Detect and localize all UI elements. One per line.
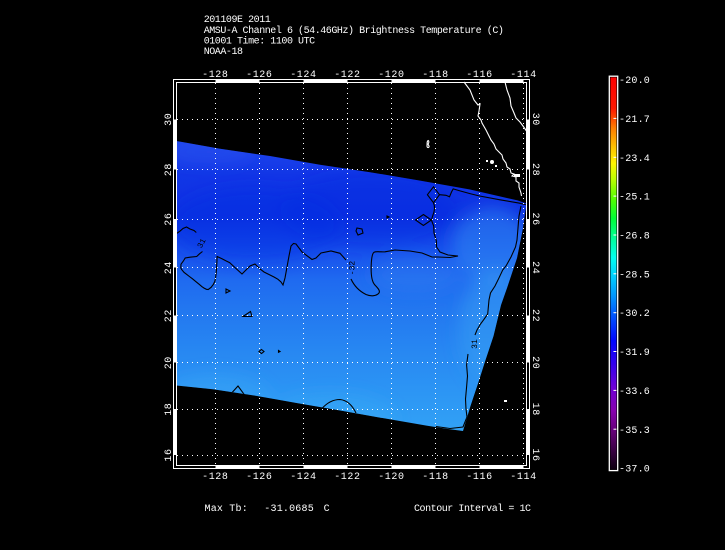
- svg-text:30: 30: [164, 113, 175, 126]
- svg-text:26: 26: [529, 212, 540, 225]
- svg-text:20: 20: [164, 356, 175, 369]
- svg-text:18: 18: [529, 403, 540, 416]
- svg-text:-31.0685: -31.0685: [264, 504, 314, 515]
- svg-text:-25.1: -25.1: [619, 193, 650, 204]
- svg-text:-30.2: -30.2: [619, 309, 650, 320]
- svg-text:-120: -120: [378, 70, 404, 81]
- svg-text:-116: -116: [466, 70, 492, 81]
- svg-text:01001 Time: 1100 UTC: 01001 Time: 1100 UTC: [204, 36, 315, 48]
- svg-text:-128: -128: [202, 472, 228, 483]
- svg-text:-124: -124: [290, 70, 316, 81]
- svg-text:28: 28: [164, 163, 175, 176]
- svg-text:-116: -116: [466, 472, 492, 483]
- svg-text:-126: -126: [246, 70, 272, 81]
- svg-text:-33.6: -33.6: [619, 387, 650, 398]
- svg-text:16: 16: [164, 448, 175, 461]
- svg-text:-124: -124: [290, 472, 316, 483]
- svg-text:31: 31: [196, 237, 209, 250]
- svg-text:-37.0: -37.0: [619, 465, 650, 476]
- svg-text:AMSU-A Channel 6 (54.46GHz) Br: AMSU-A Channel 6 (54.46GHz) Brightness T…: [204, 25, 504, 37]
- svg-text:31: 31: [471, 339, 480, 349]
- svg-text:24: 24: [529, 261, 540, 274]
- svg-text:-128: -128: [202, 70, 228, 81]
- svg-text:-20.0: -20.0: [619, 76, 650, 87]
- svg-text:-31.9: -31.9: [619, 348, 650, 359]
- svg-text:22: 22: [164, 309, 175, 322]
- svg-text:-114: -114: [510, 472, 536, 483]
- svg-text:28: 28: [529, 163, 540, 176]
- svg-text:26: 26: [164, 212, 175, 225]
- svg-text:24: 24: [164, 261, 175, 274]
- svg-text:-26.8: -26.8: [619, 232, 650, 243]
- svg-text:20: 20: [529, 356, 540, 369]
- svg-text:-122: -122: [334, 70, 360, 81]
- svg-text:-118: -118: [422, 472, 448, 483]
- svg-text:16: 16: [529, 448, 540, 461]
- svg-text:22: 22: [529, 309, 540, 322]
- svg-text:30: 30: [529, 113, 540, 126]
- svg-text:-28.5: -28.5: [619, 270, 650, 281]
- svg-text:-35.3: -35.3: [619, 426, 650, 437]
- svg-text:C: C: [324, 504, 330, 515]
- svg-text:201109E 2011: 201109E 2011: [204, 15, 271, 26]
- svg-text:-122: -122: [334, 472, 360, 483]
- svg-text:Max Tb:: Max Tb:: [205, 503, 248, 515]
- svg-text:Contour Interval = 1C: Contour Interval = 1C: [414, 503, 531, 515]
- svg-text:-126: -126: [246, 472, 272, 483]
- svg-text:-118: -118: [422, 70, 448, 81]
- svg-text:NOAA-18: NOAA-18: [204, 47, 243, 58]
- svg-text:18: 18: [164, 403, 175, 416]
- svg-text:-23.4: -23.4: [619, 154, 650, 165]
- svg-text:-120: -120: [378, 472, 404, 483]
- svg-text:-21.7: -21.7: [619, 115, 650, 126]
- svg-text:-114: -114: [510, 70, 536, 81]
